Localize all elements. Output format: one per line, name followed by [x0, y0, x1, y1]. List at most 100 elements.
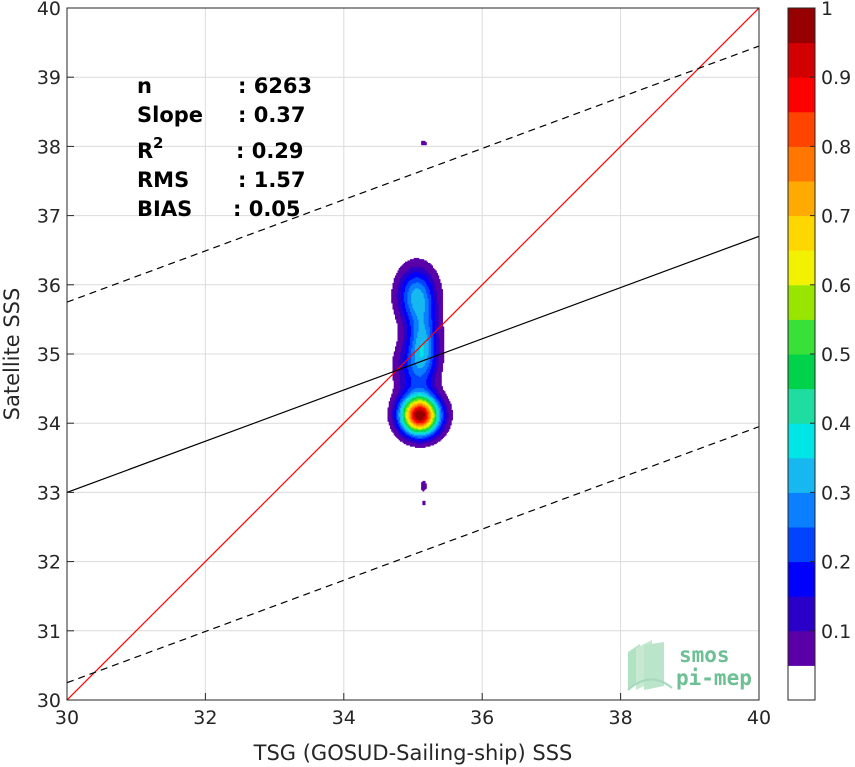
density-cell — [414, 404, 417, 407]
density-cell — [429, 380, 432, 382]
density-cell — [391, 399, 394, 402]
density-cell — [421, 341, 424, 344]
density-cell — [411, 356, 414, 359]
density-cell — [433, 388, 436, 391]
density-cell — [414, 397, 417, 400]
density-cell — [411, 442, 414, 445]
density-cell — [432, 284, 435, 286]
density-cell — [409, 300, 412, 303]
density-cell — [432, 417, 435, 420]
density-cell — [427, 424, 430, 427]
density-cell — [398, 386, 401, 389]
density-cell — [399, 323, 402, 326]
density-cell — [417, 297, 420, 300]
density-cell — [424, 363, 427, 366]
density-cell — [431, 441, 433, 443]
density-cell — [432, 421, 435, 423]
density-cell — [414, 294, 417, 296]
density-cell — [411, 381, 414, 384]
density-cell — [426, 275, 428, 278]
density-cell — [393, 387, 396, 390]
density-cell — [411, 426, 414, 428]
density-cell — [404, 265, 407, 268]
density-cell — [406, 310, 409, 313]
density-cell — [391, 426, 394, 428]
density-cell — [428, 383, 431, 386]
density-cell — [421, 266, 424, 269]
density-cell — [427, 279, 430, 281]
density-cell — [401, 310, 404, 313]
density-cell — [413, 401, 416, 404]
density-cell — [403, 442, 406, 445]
density-cell — [396, 346, 399, 349]
density-cell — [428, 352, 431, 355]
density-cell — [429, 271, 432, 274]
density-cell — [396, 433, 399, 436]
density-cell — [396, 387, 399, 390]
density-cell — [431, 271, 433, 274]
density-cell — [429, 307, 432, 310]
density-cell — [401, 397, 404, 400]
density-cell — [414, 271, 417, 274]
density-cell — [419, 316, 422, 319]
density-cell — [419, 421, 422, 423]
density-cell — [421, 265, 424, 268]
density-cell — [427, 429, 430, 432]
density-cell — [433, 295, 436, 298]
density-cell — [408, 271, 411, 274]
density-cell — [424, 296, 427, 299]
density-cell — [411, 306, 414, 309]
density-cell — [423, 310, 426, 313]
density-cell — [427, 443, 430, 446]
density-cell — [402, 366, 405, 369]
density-cell — [397, 373, 400, 376]
density-cell — [397, 294, 400, 296]
density-cell — [409, 397, 412, 400]
density-cell — [423, 272, 426, 275]
density-cell — [422, 305, 425, 308]
density-cell — [418, 399, 421, 402]
density-cell — [429, 432, 432, 435]
density-cell — [422, 427, 425, 430]
density-cell — [422, 365, 425, 367]
density-cell — [428, 442, 431, 445]
density-cell — [402, 438, 405, 441]
density-cell — [396, 426, 399, 428]
density-cell — [426, 381, 428, 384]
density-cell — [416, 417, 419, 420]
density-cell — [407, 422, 410, 425]
density-cell — [419, 431, 422, 433]
density-cell — [422, 482, 425, 485]
density-cell — [407, 404, 410, 407]
density-cell — [424, 351, 427, 354]
density-cell — [395, 380, 397, 382]
density-cell — [421, 378, 424, 381]
density-cell — [414, 341, 417, 344]
density-cell — [408, 318, 411, 321]
density-cell — [407, 290, 410, 293]
density-cell — [433, 419, 436, 422]
density-cell — [407, 276, 410, 279]
density-cell — [418, 423, 421, 426]
density-cell — [418, 363, 421, 366]
density-cell — [426, 337, 428, 340]
density-cell — [428, 437, 431, 440]
density-cell — [411, 284, 414, 286]
density-cell — [426, 294, 428, 296]
density-cell — [393, 301, 396, 304]
density-cell — [401, 376, 404, 379]
density-cell — [411, 266, 414, 269]
density-cell — [417, 368, 420, 371]
density-cell — [406, 429, 409, 432]
density-cell — [418, 287, 421, 290]
density-cell — [414, 295, 417, 298]
density-cell — [424, 438, 427, 441]
density-cell — [419, 372, 422, 375]
density-cell — [429, 375, 432, 377]
density-cell — [397, 322, 400, 325]
density-cell — [416, 408, 419, 411]
density-cell — [419, 407, 422, 410]
density-cell — [433, 432, 436, 435]
density-cell — [403, 357, 406, 360]
density-cell — [397, 394, 400, 397]
